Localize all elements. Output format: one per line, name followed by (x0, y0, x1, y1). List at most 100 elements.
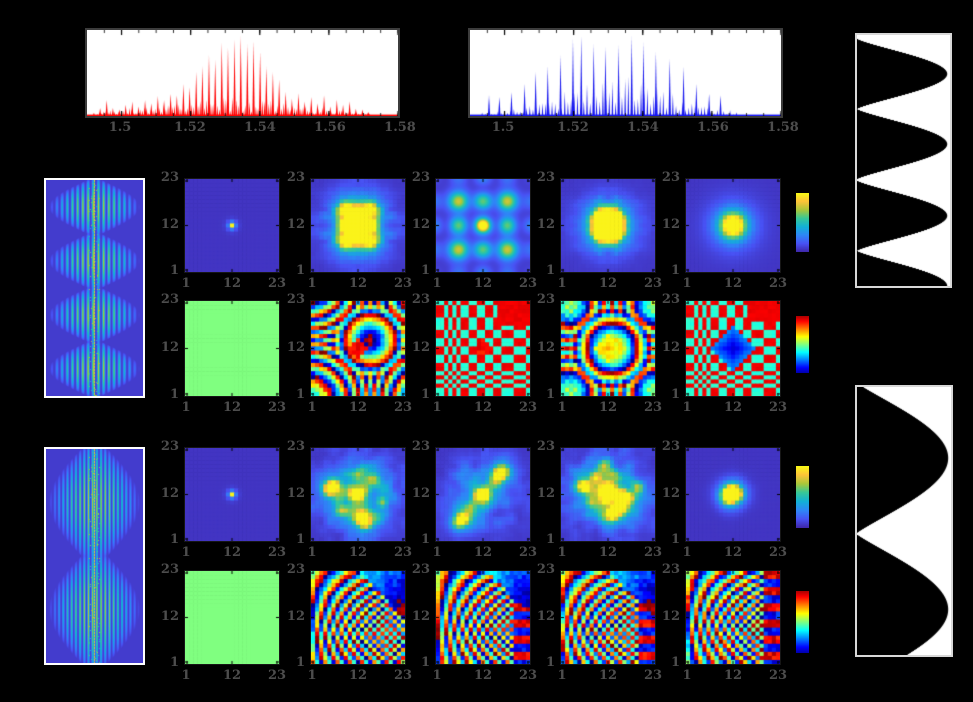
y-tick-label: 1 (169, 655, 179, 670)
y-tick-label: 1 (420, 655, 430, 670)
amplitude-map-r3c3-panel (435, 447, 531, 542)
y-tick-label: 1 (169, 532, 179, 547)
x-tick-label: 12 (222, 545, 242, 560)
y-tick-label: 12 (286, 339, 305, 355)
amplitude-map-r1c4 (561, 179, 655, 272)
red-spectrum-plot (87, 30, 398, 116)
interference-trace-bottom (46, 449, 143, 663)
y-tick-label: 23 (286, 292, 305, 307)
y-tick-label: 1 (169, 263, 179, 278)
y-tick-label: 12 (661, 216, 680, 232)
y-tick-label: 23 (286, 170, 305, 185)
y-tick-label: 23 (160, 439, 179, 454)
x-tick-label: 23 (518, 276, 538, 291)
colorbar-amplitude-2 (796, 466, 809, 528)
x-tick-label: 1 (557, 276, 567, 291)
x-tick-label: 12 (473, 545, 493, 560)
temporal-profile-top-panel (855, 33, 952, 288)
amplitude-map-r3c3 (436, 448, 530, 541)
amplitude-map-r1c5-panel (685, 178, 781, 273)
phase-map-r4c3 (436, 571, 530, 664)
y-tick-label: 12 (536, 608, 555, 624)
x-tick-label: 23 (768, 400, 788, 415)
y-tick-label: 1 (545, 387, 555, 402)
y-tick-label: 1 (420, 387, 430, 402)
x-tick-label: 1.52 (557, 120, 589, 135)
phase-map-r2c2 (311, 301, 405, 396)
x-tick-label: 1.5 (491, 120, 515, 135)
y-tick-label: 12 (286, 608, 305, 624)
x-tick-label: 12 (598, 545, 618, 560)
red-spectrum-plot-panel (85, 28, 400, 118)
colorbar-amplitude-2-panel (796, 466, 809, 528)
y-tick-label: 12 (536, 485, 555, 501)
x-tick-label: 12 (473, 276, 493, 291)
y-tick-label: 1 (545, 263, 555, 278)
y-tick-label: 1 (169, 387, 179, 402)
temporal-profile-bottom (857, 387, 951, 655)
x-tick-label: 23 (267, 400, 287, 415)
amplitude-map-r3c4-panel (560, 447, 656, 542)
x-tick-label: 1 (557, 545, 567, 560)
x-tick-label: 23 (393, 400, 413, 415)
x-tick-label: 1 (557, 400, 567, 415)
phase-map-r4c3-panel (435, 570, 531, 665)
x-tick-label: 1.56 (697, 120, 729, 135)
phase-map-r2c5 (686, 301, 780, 396)
y-tick-label: 23 (661, 170, 680, 185)
x-tick-label: 12 (348, 668, 368, 683)
amplitude-map-r3c5 (686, 448, 780, 541)
x-tick-label: 12 (222, 668, 242, 683)
x-tick-label: 1 (181, 668, 191, 683)
phase-map-r4c1-panel (184, 570, 280, 665)
x-tick-label: 23 (267, 545, 287, 560)
phase-map-r4c2-panel (310, 570, 406, 665)
x-tick-label: 1 (307, 668, 317, 683)
x-tick-label: 1.52 (174, 120, 206, 135)
y-tick-label: 1 (295, 387, 305, 402)
phase-map-r2c4-panel (560, 300, 656, 397)
interference-trace-bottom-panel (44, 447, 145, 665)
x-tick-label: 1.56 (314, 120, 346, 135)
phase-map-r4c2 (311, 571, 405, 664)
x-tick-label: 1 (557, 668, 567, 683)
y-tick-label: 12 (160, 608, 179, 624)
phase-map-r2c2-panel (310, 300, 406, 397)
y-tick-label: 23 (160, 170, 179, 185)
amplitude-map-r1c5 (686, 179, 780, 272)
colorbar-phase-1-panel (796, 316, 809, 373)
x-tick-label: 12 (222, 276, 242, 291)
y-tick-label: 23 (536, 170, 555, 185)
y-tick-label: 1 (670, 387, 680, 402)
y-tick-label: 12 (160, 216, 179, 232)
phase-map-r4c4-panel (560, 570, 656, 665)
interference-trace-top (46, 180, 143, 396)
phase-map-r2c3-panel (435, 300, 531, 397)
x-tick-label: 23 (518, 668, 538, 683)
phase-map-r2c1-panel (184, 300, 280, 397)
x-tick-label: 23 (393, 545, 413, 560)
x-tick-label: 1 (181, 400, 191, 415)
y-tick-label: 23 (286, 562, 305, 577)
amplitude-map-r1c1 (185, 179, 279, 272)
y-tick-label: 12 (411, 339, 430, 355)
x-tick-label: 1.58 (384, 120, 416, 135)
amplitude-map-r1c3 (436, 179, 530, 272)
x-tick-label: 23 (518, 400, 538, 415)
x-tick-label: 12 (473, 400, 493, 415)
y-tick-label: 1 (545, 655, 555, 670)
x-tick-label: 23 (643, 668, 663, 683)
x-tick-label: 12 (598, 400, 618, 415)
y-tick-label: 12 (661, 608, 680, 624)
x-tick-label: 23 (267, 276, 287, 291)
amplitude-map-r1c2-panel (310, 178, 406, 273)
y-tick-label: 12 (160, 485, 179, 501)
y-tick-label: 23 (411, 439, 430, 454)
x-tick-label: 12 (723, 400, 743, 415)
x-tick-label: 23 (267, 668, 287, 683)
x-tick-label: 1 (432, 400, 442, 415)
x-tick-label: 1 (432, 276, 442, 291)
y-tick-label: 23 (661, 292, 680, 307)
y-tick-label: 12 (536, 339, 555, 355)
x-tick-label: 1 (181, 545, 191, 560)
